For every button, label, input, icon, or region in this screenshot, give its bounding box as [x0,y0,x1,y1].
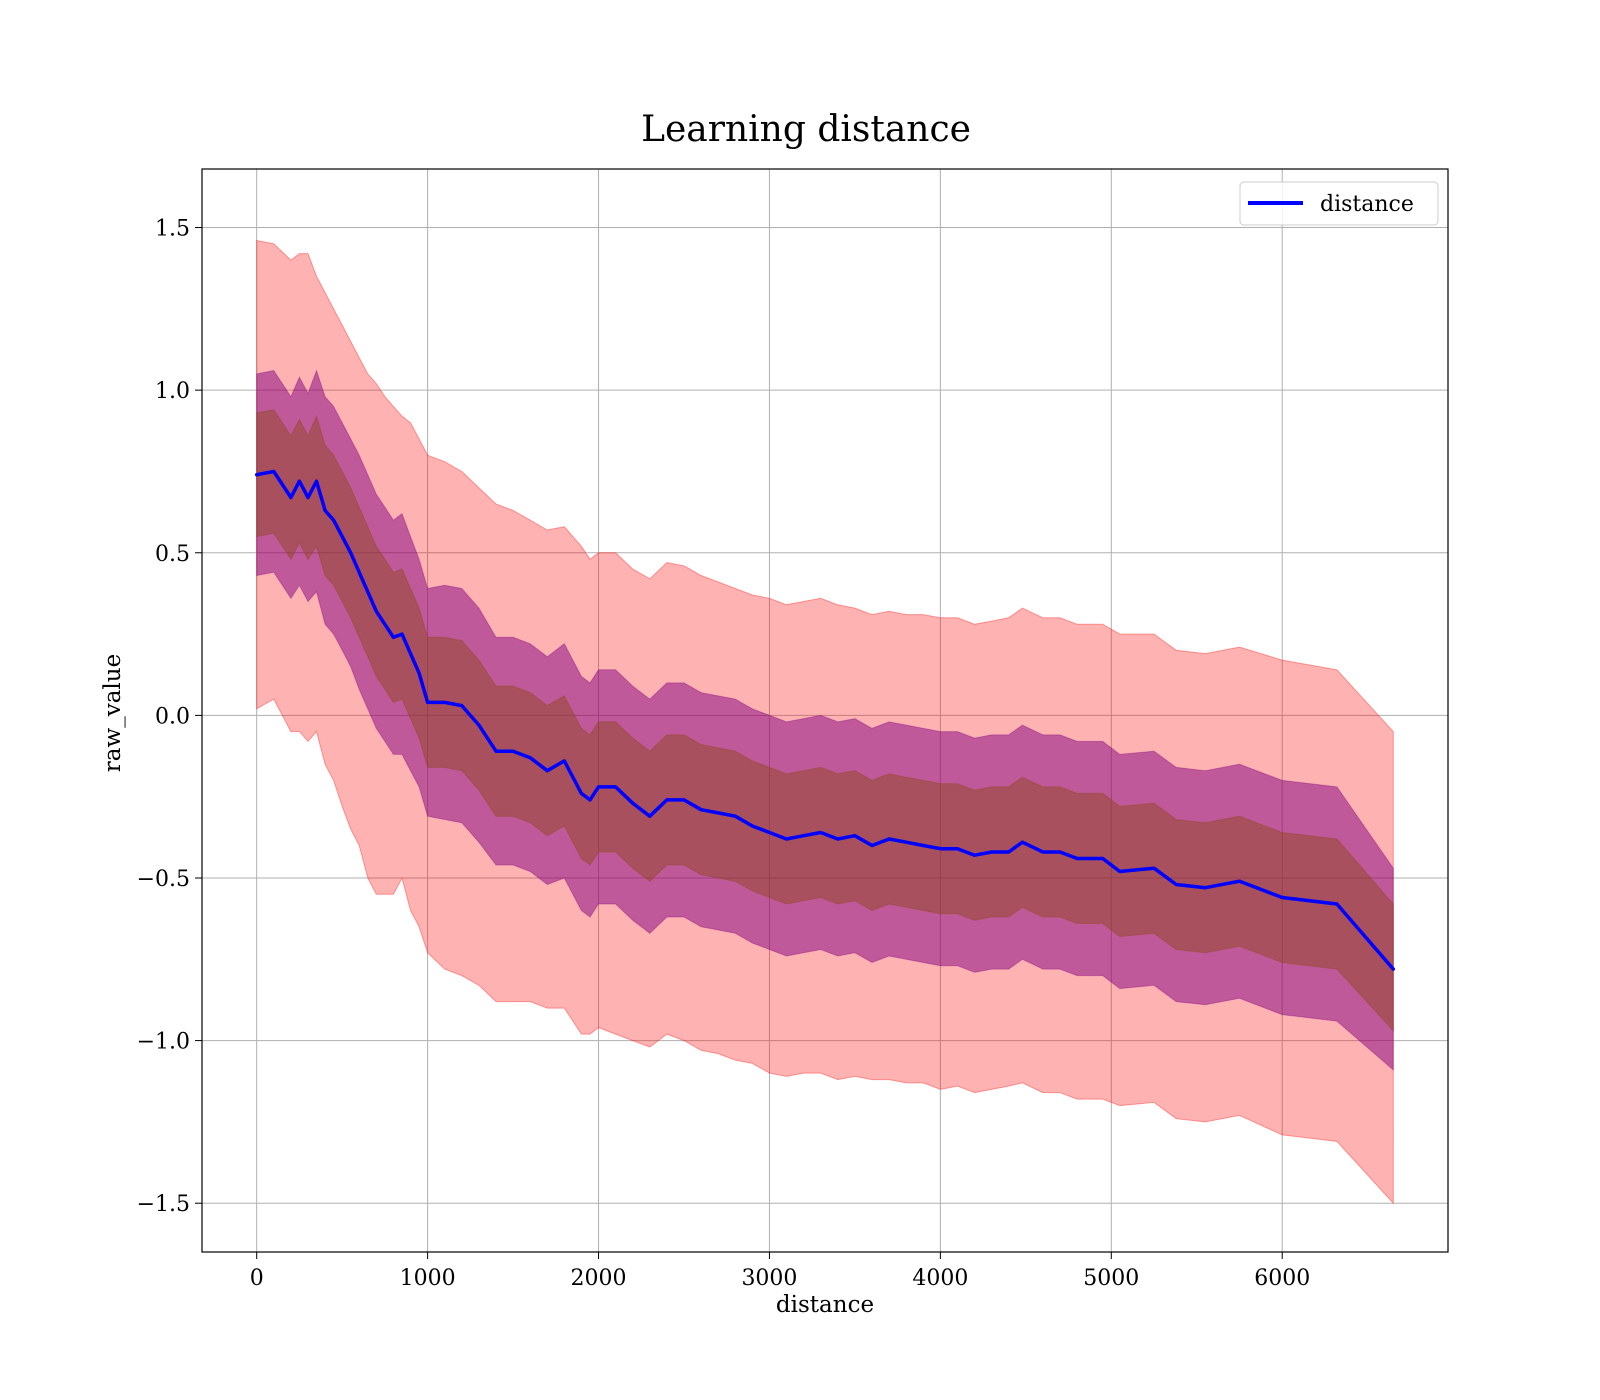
y-tick-label: 0.5 [155,542,190,567]
y-tick-label: −0.5 [137,867,190,892]
legend: distance [1239,181,1439,226]
legend-label-distance: distance [1320,192,1414,217]
x-tick-label: 6000 [1254,1266,1310,1291]
y-axis-title: raw_value [100,654,126,772]
y-tick-label: 1.5 [155,217,190,242]
x-tick-label: 4000 [912,1266,968,1291]
x-tick-label: 5000 [1083,1266,1139,1291]
tick-layer: 0 1000 2000 3000 4000 5000 6000 −1.5 −1.0 −0.5 0.0… [137,217,1311,1291]
x-tick-label: 1000 [400,1266,456,1291]
x-axis-title: distance [776,1292,874,1318]
band-layer [256,239,1394,1205]
y-tick-label: −1.5 [137,1192,190,1217]
plot-frame [201,168,1449,1253]
y-tick-label: −1.0 [137,1030,190,1055]
legend-box [1239,181,1439,226]
x-tick-label: 0 [250,1266,264,1291]
series-line-distance [254,469,1396,971]
y-tick-label: 1.0 [155,379,190,404]
chart-title: Learning distance [641,109,971,150]
y-tick-label: 0.0 [155,704,190,729]
x-tick-label: 2000 [571,1266,627,1291]
band-inner [256,409,1394,1033]
line-layer [254,469,1396,971]
x-tick-label: 3000 [741,1266,797,1291]
band-middle [256,369,1394,1071]
